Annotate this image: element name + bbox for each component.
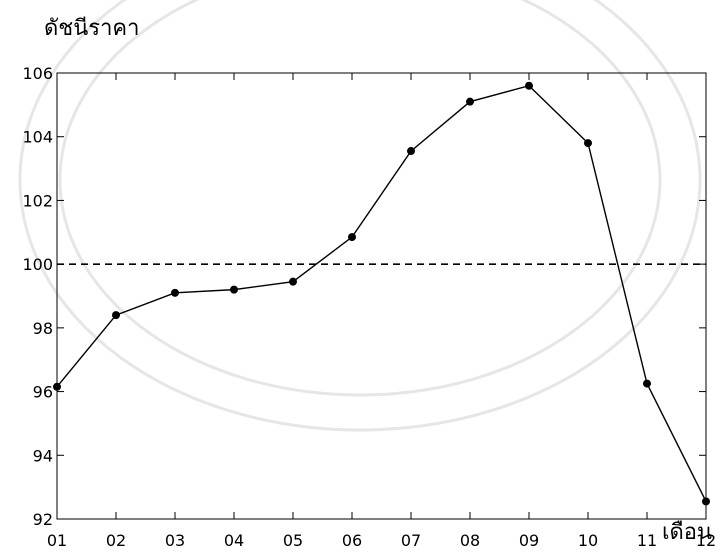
data-point: [584, 139, 592, 148]
data-point: [407, 147, 415, 156]
x-tick-label: 09: [519, 531, 539, 550]
x-tick-label: 04: [224, 531, 244, 550]
x-tick-label: 03: [165, 531, 185, 550]
x-tick-label: 11: [637, 531, 657, 550]
x-tick-label: 02: [106, 531, 126, 550]
data-point: [466, 97, 474, 106]
x-tick-label: 12: [696, 531, 716, 550]
data-point: [348, 233, 356, 242]
data-point: [643, 379, 651, 388]
y-tick-label: 94: [33, 446, 53, 465]
x-tick-label: 01: [47, 531, 67, 550]
series-line: [56, 84, 707, 502]
y-tick-label: 104: [22, 128, 53, 147]
data-point: [289, 277, 297, 286]
y-tick-label: 106: [22, 64, 53, 83]
data-point: [53, 382, 61, 391]
data-point: [525, 81, 533, 90]
y-tick-label: 100: [22, 255, 53, 274]
x-axis-label: เดือน: [662, 520, 713, 545]
x-tick-label: 07: [401, 531, 421, 550]
data-point: [171, 288, 179, 297]
y-tick-label: 96: [33, 383, 53, 402]
x-tick-label: 06: [342, 531, 362, 550]
x-tick-label: 08: [460, 531, 480, 550]
y-axis-label: ดัชนีราคา: [44, 16, 140, 41]
x-tick-label: 10: [578, 531, 598, 550]
data-point: [702, 497, 710, 506]
plot-frame: [56, 72, 707, 520]
y-tick-label: 92: [33, 510, 53, 529]
y-tick-label: 98: [33, 319, 53, 338]
data-point: [112, 311, 120, 320]
y-tick-label: 102: [22, 191, 53, 210]
x-tick-label: 05: [283, 531, 303, 550]
data-point: [230, 285, 238, 294]
